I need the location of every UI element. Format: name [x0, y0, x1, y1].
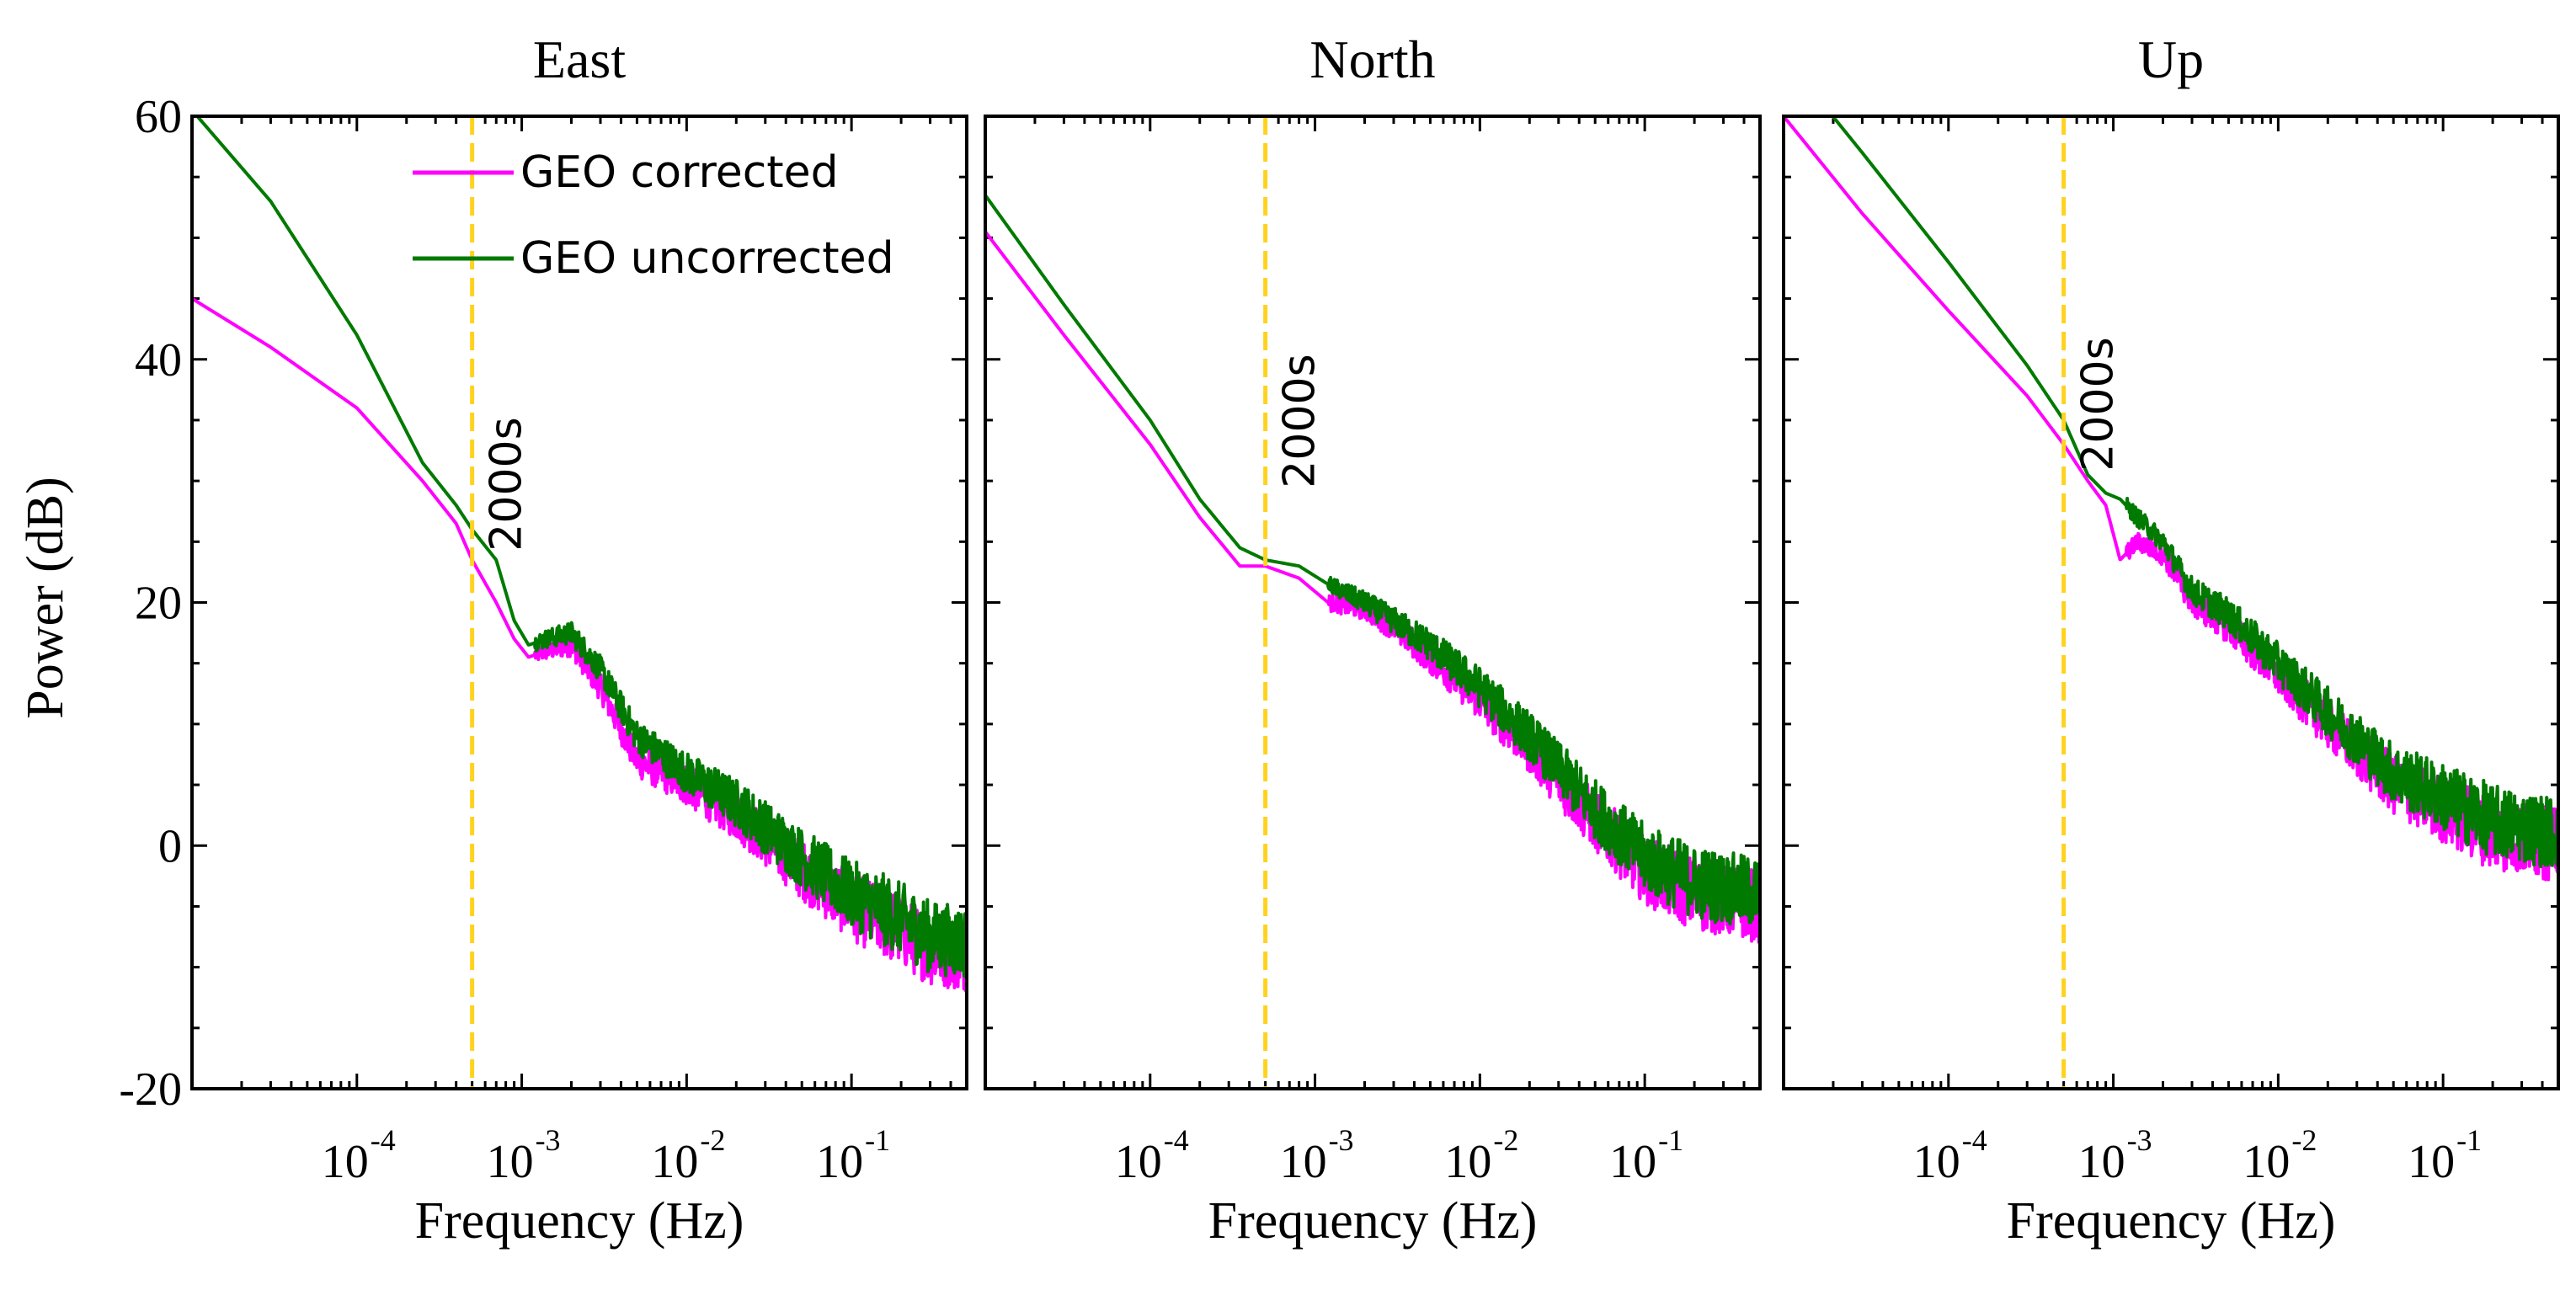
x-tick-label-exponent: -1: [1658, 1123, 1683, 1157]
x-tick-label-base: 10: [322, 1136, 369, 1188]
series-geo-uncorrected: [1830, 116, 2558, 868]
y-tick-label: 60: [135, 91, 182, 143]
y-tick-label: 40: [135, 334, 182, 386]
x-tick-label-exponent: -2: [1493, 1123, 1518, 1157]
y-tick-label: 0: [158, 820, 182, 872]
x-tick-label-base: 10: [1609, 1136, 1656, 1188]
x-tick-label-base: 10: [2408, 1136, 2455, 1188]
y-axis-label: Power (dB): [17, 477, 74, 719]
x-tick-label-exponent: -3: [2127, 1123, 2152, 1157]
panel-title: East: [533, 29, 626, 89]
x-tick-label-exponent: -2: [700, 1123, 725, 1157]
y-tick-label: 20: [135, 578, 182, 630]
x-tick-label-exponent: -1: [865, 1123, 890, 1157]
marker-2000s-label: 2000s: [482, 417, 532, 551]
x-tick-label-base: 10: [1444, 1136, 1491, 1188]
marker-2000s-label: 2000s: [1275, 354, 1325, 488]
plot-frame: [190, 115, 968, 1090]
x-tick-label-base: 10: [2078, 1136, 2125, 1188]
plot-frame: [1782, 115, 2560, 1090]
panel-title: North: [1309, 29, 1435, 89]
x-tick-label-exponent: -2: [2291, 1123, 2317, 1157]
legend: GEO corrected GEO uncorrected: [413, 147, 894, 284]
y-tick-label: -20: [119, 1063, 182, 1116]
x-tick-label-base: 10: [1115, 1136, 1162, 1188]
x-axis-label: Frequency (Hz): [1208, 1192, 1538, 1250]
x-tick-label-base: 10: [1280, 1136, 1327, 1188]
x-tick-label-exponent: -4: [1962, 1123, 1987, 1157]
x-tick-label-base: 10: [2243, 1136, 2290, 1188]
x-tick-label-exponent: -3: [536, 1123, 561, 1157]
legend-label-uncorrected: GEO uncorrected: [520, 233, 894, 284]
x-tick-label-base: 10: [651, 1136, 698, 1188]
x-tick-label-base: 10: [487, 1136, 534, 1188]
x-tick-label-exponent: -4: [371, 1123, 396, 1157]
x-axis-label: Frequency (Hz): [415, 1192, 744, 1250]
marker-2000s-label: 2000s: [2073, 337, 2124, 471]
panel-title: Up: [2138, 29, 2204, 89]
series-geo-uncorrected: [195, 116, 967, 978]
x-axis-label: Frequency (Hz): [2007, 1192, 2336, 1250]
x-tick-label-exponent: -3: [1329, 1123, 1354, 1157]
series-geo-uncorrected: [985, 194, 1760, 926]
plot-frame: [984, 115, 1762, 1090]
legend-label-corrected: GEO corrected: [520, 147, 839, 198]
series-geo-corrected: [985, 230, 1760, 944]
x-tick-label-base: 10: [1913, 1136, 1960, 1188]
x-tick-label-exponent: -1: [2456, 1123, 2482, 1157]
x-tick-label-exponent: -4: [1164, 1123, 1189, 1157]
x-tick-label-base: 10: [816, 1136, 863, 1188]
